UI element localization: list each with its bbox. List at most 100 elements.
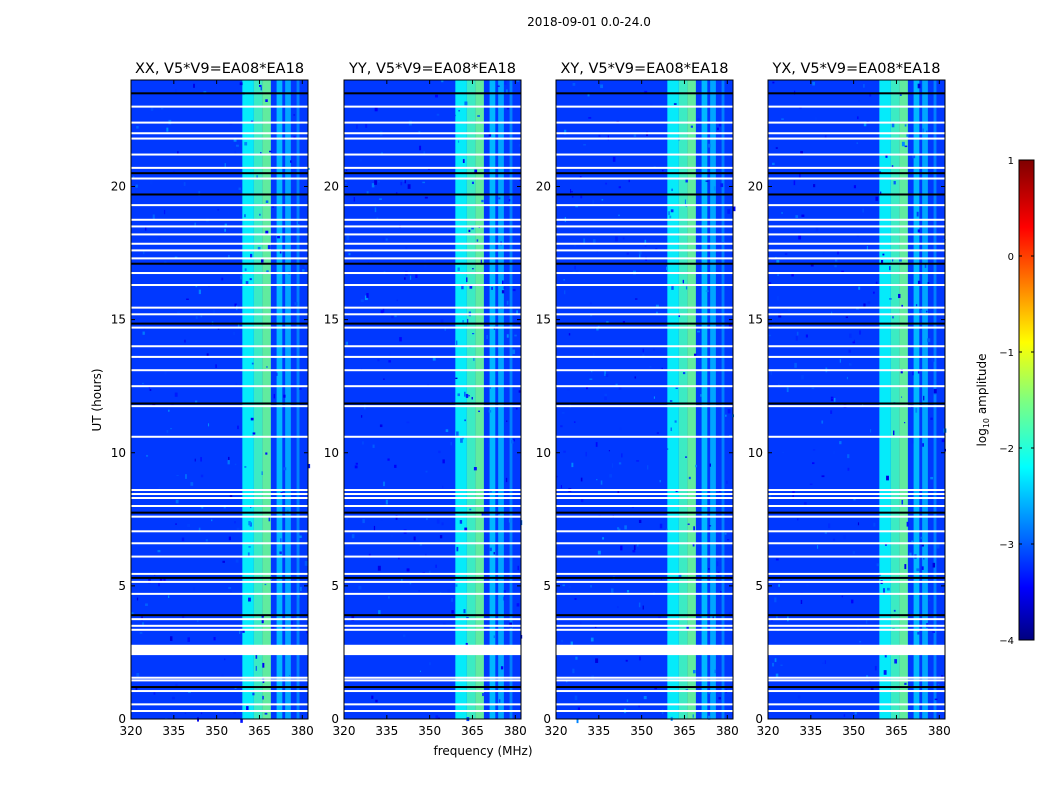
dropout-row [344,576,521,579]
heatmap-speckle [822,662,824,664]
heatmap-speckle [572,668,575,674]
heatmap-speckle [886,475,889,481]
heatmap-speckle [181,537,185,542]
heatmap-speckle [675,490,678,493]
flagged-row [768,272,945,275]
heatmap-speckle [224,658,226,661]
heatmap-speckle [166,430,169,433]
heatmap-speckle [708,691,711,694]
flagged-row [344,690,521,693]
panel-title: XX, V5*V9=EA08*EA18 [135,61,304,77]
heatmap-speckle [244,142,248,146]
heatmap-speckle [517,565,519,571]
heatmap-speckle [904,124,907,127]
dropout-row [556,576,733,579]
heatmap-speckle [451,610,454,614]
heatmap-speckle [568,586,572,588]
flagged-row [768,405,945,408]
rfi-band [509,80,513,719]
heatmap-speckle [927,282,930,286]
flagged-row [131,284,308,287]
heatmap-speckle [917,370,920,374]
heatmap-speckle [617,606,619,609]
heatmap-speckle [686,625,689,630]
heatmap-speckle [497,85,500,87]
heatmap-speckle [259,213,261,216]
heatmap-speckle [354,465,358,469]
heatmap-speckle [583,143,586,146]
heatmap-speckle [931,357,935,362]
heatmap-speckle [615,383,618,387]
heatmap-speckle [388,596,390,599]
heatmap-speckle [205,539,208,542]
flagged-row [131,345,308,348]
heatmap-speckle [933,393,937,395]
heatmap-speckle [638,250,642,255]
flagged-row [768,218,945,221]
heatmap-speckle [867,301,871,304]
heatmap-speckle [685,286,688,290]
heatmap-speckle [428,168,430,170]
rfi-band [899,80,908,719]
heatmap-speckle [283,394,286,398]
flagged-row [344,580,521,583]
heatmap-speckle [131,612,134,615]
heatmap-speckle [262,695,264,700]
heatmap-speckle [250,417,254,421]
heatmap-speckle [456,431,459,436]
flagged-row [131,405,308,408]
heatmap-speckle [229,123,233,125]
heatmap-speckle [682,372,686,375]
heatmap-speckle [638,519,642,524]
rfi-band [285,80,291,719]
heatmap-speckle [574,597,577,600]
dropout-row [556,262,733,265]
flagged-row [768,618,945,621]
heatmap-speckle [465,642,468,646]
heatmap-speckle [229,494,233,498]
heatmap-speckle [858,286,861,290]
heatmap-speckle [595,658,599,663]
flagged-row [768,225,945,228]
flagged-row [556,703,733,706]
flagged-row [344,345,521,348]
heatmap-speckle [573,421,576,423]
heatmap-speckle [371,681,374,684]
flagged-row [344,313,521,316]
heatmap-speckle [400,578,403,583]
flagged-row [131,515,308,518]
heatmap-speckle [912,154,916,159]
heatmap-speckle [486,334,488,340]
heatmap-speckle [371,252,373,255]
flagged-row [344,233,521,236]
heatmap-speckle [245,281,249,285]
heatmap-speckle [379,198,382,200]
heatmap-speckle [246,706,249,711]
heatmap-speckle [615,236,618,242]
heatmap-speckle [235,559,239,563]
heatmap-speckle [145,603,148,606]
heatmap-speckle [272,206,274,208]
heatmap-speckle [841,595,843,598]
heatmap-speckle [692,714,694,718]
heatmap-speckle [638,602,641,608]
heatmap-speckle [163,209,166,215]
heatmap-speckle [653,348,655,351]
heatmap-speckle [265,99,268,103]
heatmap-speckle [857,116,859,120]
heatmap-speckle [503,286,506,289]
dropout-row [768,172,945,175]
flagged-row [131,105,308,108]
heatmap-speckle [612,156,616,162]
heatmap-speckle [195,286,198,288]
heatmap-speckle [261,471,263,476]
heatmap-speckle [269,150,272,153]
heatmap-speckle [638,656,641,661]
dropout-row [556,402,733,405]
heatmap-speckle [901,304,904,308]
heatmap-speckle [898,293,901,299]
heatmap-speckle [520,520,523,526]
flagged-row [131,121,308,124]
heatmap-speckle [229,320,232,323]
heatmap-speckle [234,521,236,524]
